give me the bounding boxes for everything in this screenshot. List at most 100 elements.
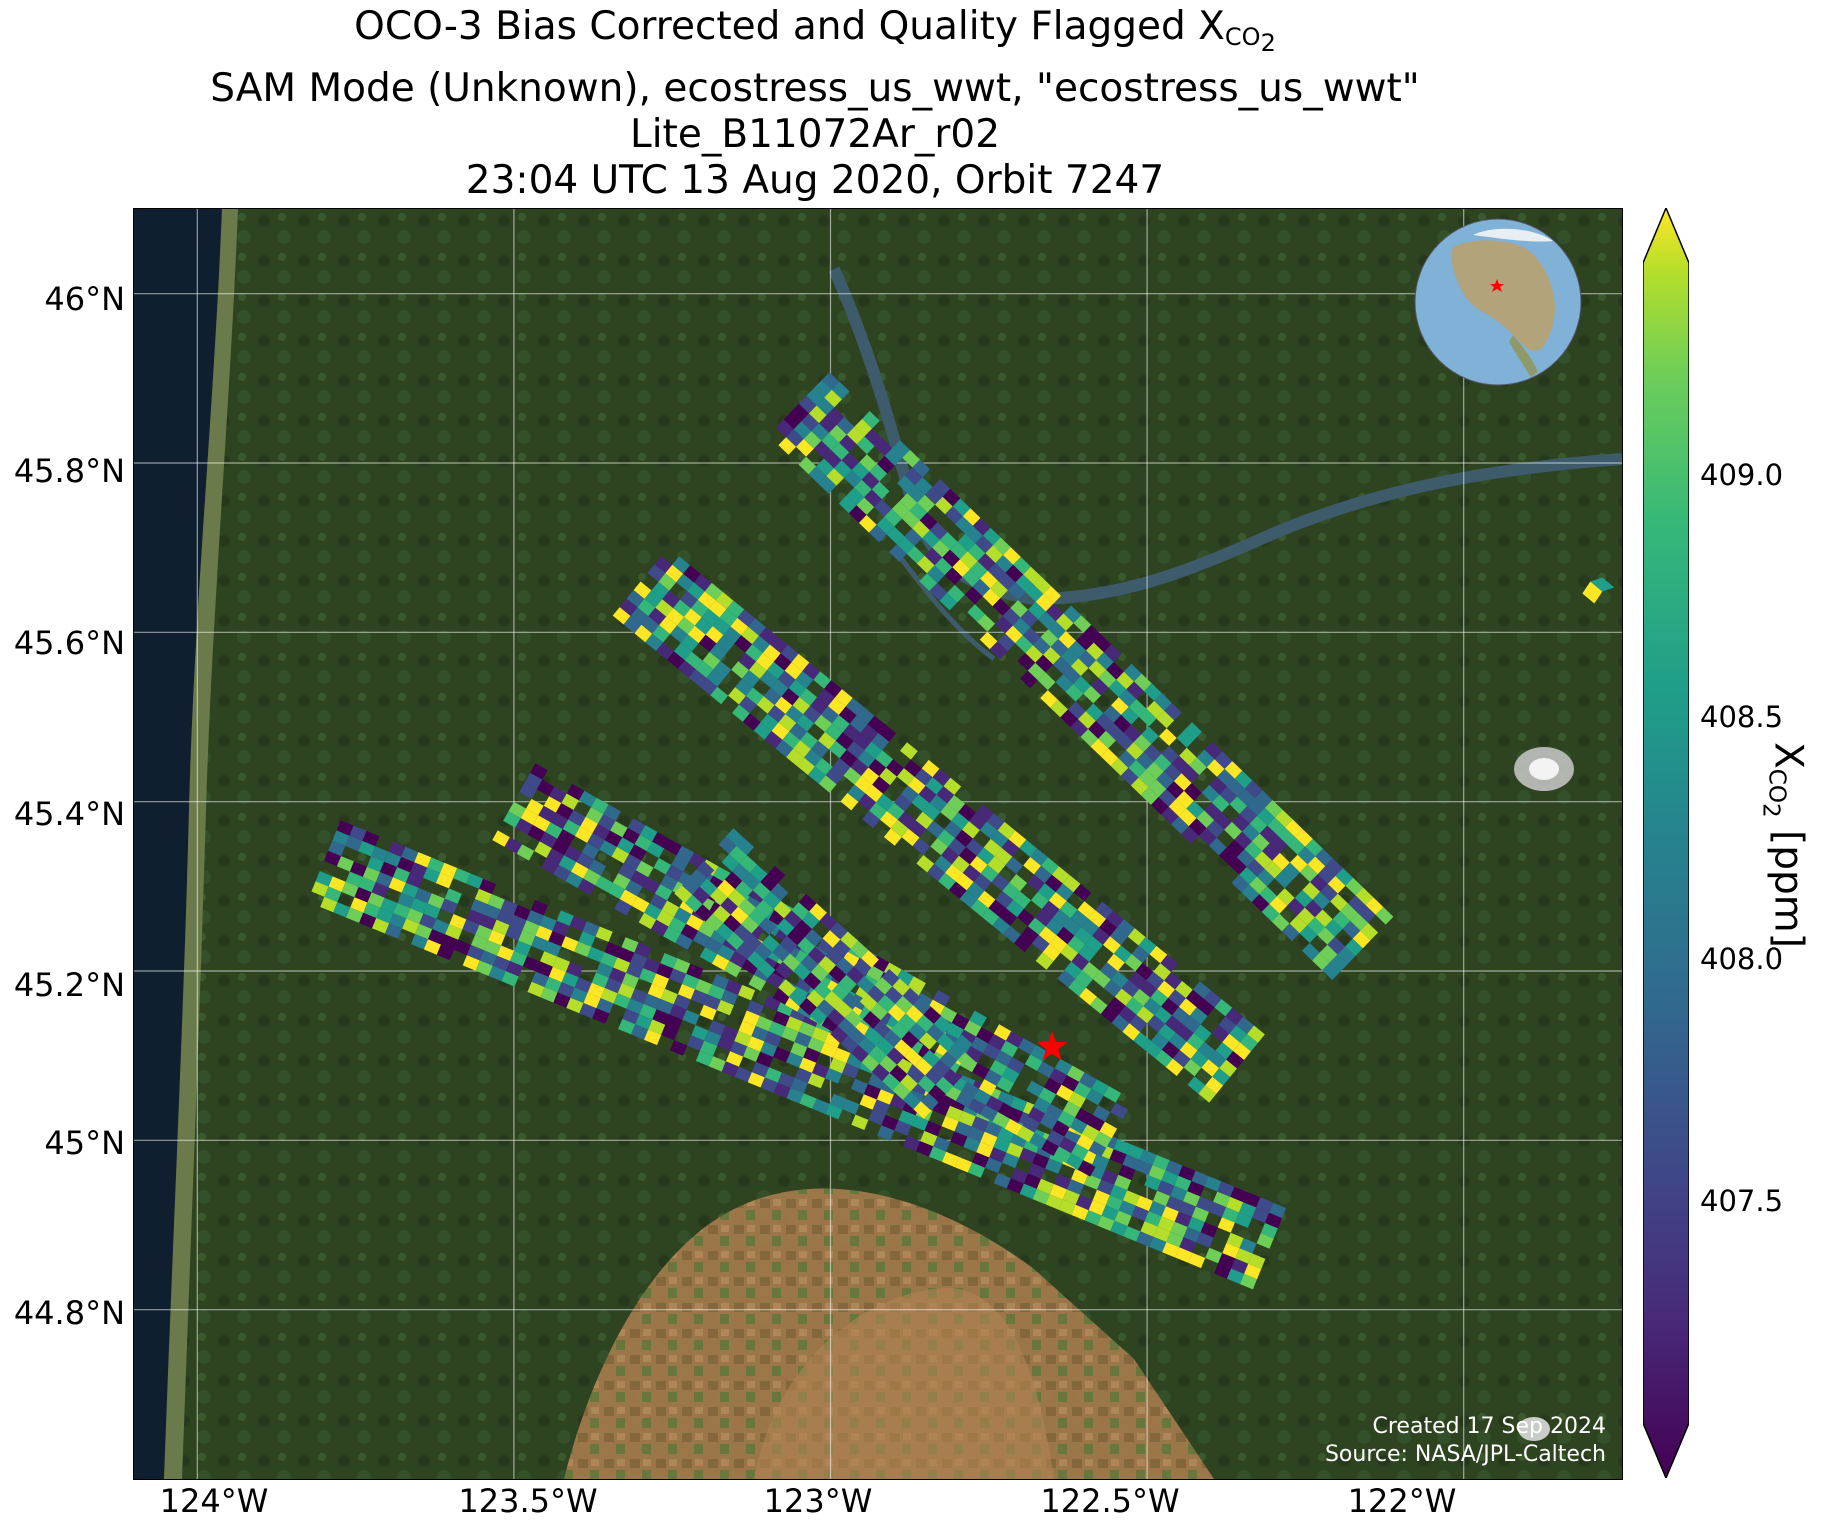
xco2-sounding-cell: [1239, 806, 1258, 824]
xco2-sounding-cell: [462, 955, 480, 971]
xco2-sounding-cell: [801, 413, 819, 432]
xco2-sounding-cell: [872, 1099, 890, 1115]
xco2-sounding-cell: [1244, 841, 1263, 859]
xco2-sounding-cell: [773, 900, 792, 919]
xco2-sounding-cell: [920, 1093, 939, 1111]
xco2-sounding-cell: [683, 608, 702, 626]
xco2-sounding-cell: [475, 924, 493, 941]
xco2-sounding-cell: [1170, 1185, 1188, 1202]
xco2-sounding-cell: [904, 528, 923, 546]
xco2-sounding-cell: [848, 505, 867, 523]
xco2-sounding-cell: [1039, 1113, 1058, 1130]
xco2-sounding-cell: [1360, 922, 1379, 941]
xco2-sounding-cell: [428, 929, 446, 945]
xco2-sounding-cell: [1211, 794, 1230, 813]
xco2-sounding-cell: [660, 988, 678, 1005]
xco2-sounding-cell: [1084, 1210, 1102, 1226]
xco2-sounding-cell: [549, 786, 567, 804]
xco2-sounding-cell: [732, 704, 750, 722]
xco2-sounding-cell: [957, 1052, 976, 1070]
xco2-sounding-cell: [896, 768, 915, 786]
xco2-sounding-cell: [1026, 1080, 1044, 1097]
xco2-sounding-cell: [1100, 1005, 1119, 1023]
xco2-sounding-cell: [410, 934, 428, 950]
xco2-sounding-cell: [324, 850, 342, 867]
target-star-icon: [1036, 1031, 1068, 1061]
xco2-sounding-cell: [1196, 1232, 1214, 1248]
xco2-sounding-cell: [862, 411, 880, 429]
xco2-sounding-cell: [789, 722, 808, 741]
xco2-sounding-cell: [970, 1036, 989, 1054]
map-svg: [134, 209, 1622, 1479]
xco2-sounding-cell: [786, 1088, 804, 1104]
xco2-sounding-cell: [1175, 980, 1193, 999]
xco2-sounding-cell: [1090, 677, 1109, 696]
xco2-sounding-cell: [850, 940, 869, 959]
xco2-sounding-cell: [1143, 744, 1162, 762]
xco2-sounding-cell: [782, 953, 801, 972]
xco2-sounding-cell: [818, 732, 836, 750]
xco2-sounding-cell: [673, 958, 691, 974]
xco2-sounding-cell: [792, 697, 811, 715]
xco2-sounding-cell: [742, 872, 761, 891]
xco2-sounding-cell: [858, 793, 877, 811]
xco2-sounding-cell: [955, 873, 974, 891]
xco2-sounding-cell: [1079, 1072, 1097, 1089]
xco2-sounding-cell: [535, 961, 553, 977]
xco2-sounding-cell: [591, 797, 609, 815]
xco2-sounding-cell: [670, 1040, 688, 1056]
xco2-sounding-cell: [1020, 670, 1038, 689]
xco2-sounding-cell: [1135, 1195, 1153, 1212]
xco2-sounding-cell: [1038, 926, 1057, 944]
xco2-sounding-cell: [1189, 1007, 1208, 1025]
xco2-sounding-cell: [1088, 910, 1107, 928]
xco2-sounding-cell: [814, 757, 833, 776]
xco2-sounding-cell: [962, 569, 981, 587]
xco2-sounding-cell: [534, 841, 552, 858]
xco2-sounding-cell: [907, 777, 926, 795]
xco2-sounding-cell: [1111, 1014, 1130, 1032]
xco2-sounding-cell: [779, 936, 798, 954]
xco2-sounding-cell: [683, 565, 701, 583]
xco2-sounding-cell: [1006, 1178, 1024, 1194]
xco2-sounding-cell: [1171, 755, 1190, 774]
xco2-sounding-cell: [1110, 1220, 1128, 1237]
xco2-sounding-cell: [904, 1048, 923, 1067]
xco2-sounding-cell: [945, 864, 963, 882]
xco2-sounding-cell: [548, 966, 566, 983]
xco2-sounding-cell: [1126, 1144, 1144, 1160]
xco2-sounding-cell: [621, 937, 639, 953]
xco2-sounding-cell: [479, 878, 497, 895]
colorbar-label-sub: CO: [1763, 768, 1790, 803]
xco2-sounding-cell: [1165, 1058, 1184, 1076]
xco2-sounding-cell: [730, 617, 749, 636]
xco2-sounding-cell: [1045, 603, 1064, 622]
xco2-sounding-cell: [1055, 883, 1074, 901]
xco2-sounding-cell: [962, 821, 980, 839]
xco2-sounding-cell: [1135, 962, 1154, 981]
xco2-sounding-cell: [918, 785, 937, 804]
xco2-sounding-cell: [944, 567, 963, 585]
xco2-sounding-cell: [835, 732, 854, 750]
xco2-sounding-cell: [934, 557, 953, 576]
xco2-sounding-cell: [1176, 730, 1195, 748]
xco2-sounding-cell: [909, 502, 928, 521]
xco2-sounding-cell: [989, 1059, 1008, 1077]
xco2-sounding-cell: [876, 1089, 894, 1105]
xco2-sounding-cell: [914, 477, 933, 495]
xco2-sounding-cell: [1015, 574, 1034, 593]
xco2-sounding-cell: [875, 750, 894, 768]
xco2-sounding-cell: [694, 617, 713, 635]
xco2-sounding-cell: [680, 591, 698, 609]
xco2-sounding-cell: [972, 578, 991, 597]
xco2-sounding-cell: [1165, 1015, 1183, 1033]
xco2-sounding-cell: [488, 965, 506, 982]
xco2-sounding-cell: [393, 903, 411, 919]
xco2-sounding-cell: [649, 893, 668, 911]
xco2-sounding-cell: [1058, 1136, 1077, 1154]
xco2-sounding-cell: [376, 907, 394, 924]
xco2-sounding-cell: [839, 434, 857, 453]
map-panel[interactable]: Created 17 Sep 2024 Source: NASA/JPL-Cal…: [133, 208, 1623, 1480]
xco2-sounding-cell: [793, 421, 812, 439]
xco2-sounding-cell: [929, 522, 948, 540]
